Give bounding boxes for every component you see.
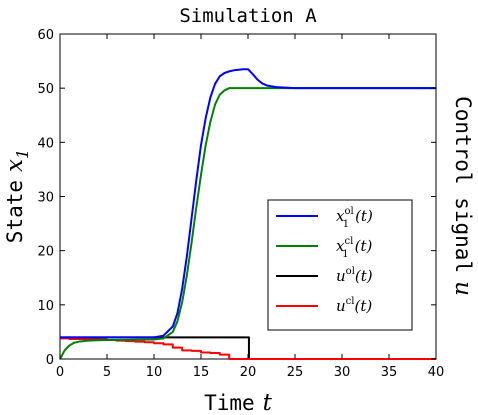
y-tick-label: 30 — [37, 191, 54, 206]
x-axis-label-var: t — [263, 390, 273, 415]
x-tick-label: 0 — [56, 365, 64, 380]
x-tick-label: 5 — [103, 365, 111, 380]
y2-axis-label: Control signal u — [450, 96, 476, 296]
y-axis: 0 10 20 30 40 50 60 — [37, 28, 436, 368]
x-tick-label: 25 — [287, 365, 304, 380]
legend-label-2: uol(t) — [336, 266, 373, 285]
x-axis: 0 5 10 15 20 25 30 35 40 — [56, 34, 444, 380]
series-line-0 — [60, 68, 436, 339]
y-axis-label-text: State — [3, 180, 27, 243]
x-tick-label: 40 — [428, 365, 445, 380]
y-tick-label: 10 — [37, 299, 54, 314]
legend-label-0: xol 1 (t) — [336, 206, 373, 230]
x-tick-label: 15 — [193, 365, 210, 380]
legend: xol 1 (t) xcl 1 (t) uol(t) ucl(t) — [267, 199, 413, 331]
x-tick-label: 20 — [240, 365, 257, 380]
y2-axis-label-var: u — [450, 281, 476, 296]
plot-area: 0 5 10 15 20 25 30 35 40 0 10 20 30 40 50 60 — [37, 28, 444, 380]
y-tick-label: 20 — [37, 245, 54, 260]
legend-items: xol 1 (t) xcl 1 (t) uol(t) ucl(t) — [276, 206, 373, 315]
y-tick-label: 50 — [37, 82, 54, 97]
x-tick-label: 30 — [334, 365, 351, 380]
y-axis-label: State x1 — [2, 149, 32, 243]
chart-title: Simulation A — [179, 5, 317, 27]
series-line-1 — [59, 87, 436, 360]
y-tick-label: 0 — [46, 353, 54, 368]
x-axis-label: Time t — [204, 390, 273, 415]
y-axis-label-var: x — [2, 159, 28, 172]
legend-label-3: ucl(t) — [336, 296, 372, 315]
x-tick-label: 10 — [146, 365, 163, 380]
x-tick-label: 35 — [381, 365, 398, 380]
y-tick-label: 40 — [37, 136, 54, 151]
y2-axis-label-text: Control signal — [451, 96, 475, 273]
legend-box — [267, 199, 413, 331]
x-axis-label-text: Time — [204, 391, 255, 415]
y-tick-label: 60 — [37, 28, 54, 43]
y-axis-label-sub: 1 — [13, 149, 32, 159]
legend-label-1: xcl 1 (t) — [336, 236, 373, 260]
